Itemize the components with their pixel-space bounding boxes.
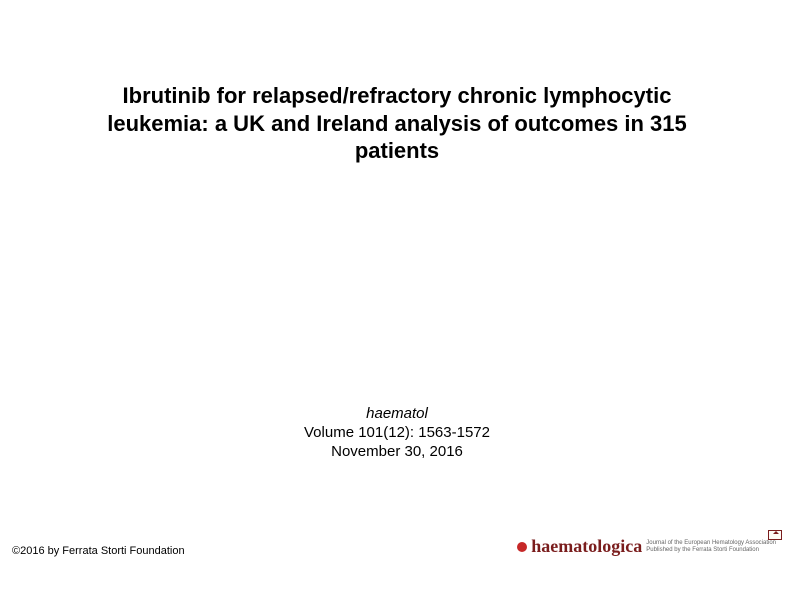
logo-wordmark: haematologica (531, 536, 642, 557)
logo-sub-line2: Published by the Ferrata Storti Foundati… (646, 547, 776, 553)
logo-subtext-block: Journal of the European Hematology Assoc… (646, 540, 776, 553)
journal-logo: haematologica Journal of the European He… (517, 536, 776, 557)
citation-journal: haematol (0, 405, 794, 424)
copyright-text: ©2016 by Ferrata Storti Foundation (12, 545, 185, 557)
slide-title: Ibrutinib for relapsed/refractory chroni… (70, 82, 724, 165)
citation-date: November 30, 2016 (0, 443, 794, 462)
logo-bullet-icon (517, 542, 527, 552)
slide-container: Ibrutinib for relapsed/refractory chroni… (0, 0, 794, 595)
citation-volume: Volume 101(12): 1563-1572 (0, 424, 794, 443)
citation-block: haematol Volume 101(12): 1563-1572 Novem… (0, 405, 794, 461)
corner-decoration-icon (768, 530, 782, 540)
